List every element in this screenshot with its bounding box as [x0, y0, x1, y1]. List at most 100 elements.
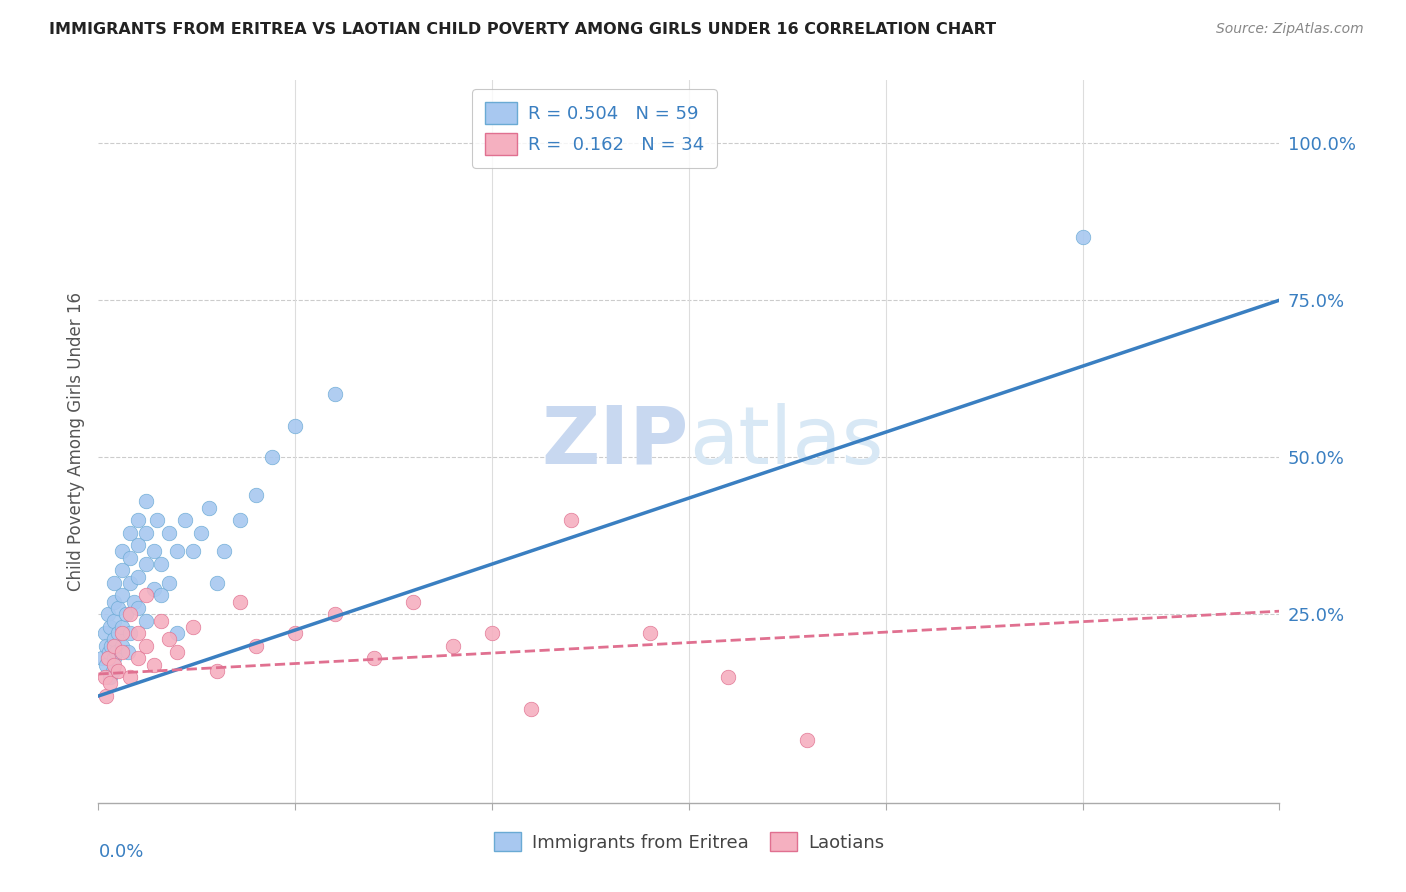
Point: [174, 513, 197, 527]
Point: [205, 575, 228, 590]
Point: [118, 607, 141, 622]
Point: [93, 626, 115, 640]
Point: [150, 589, 173, 603]
Point: [135, 557, 157, 571]
Point: [638, 626, 661, 640]
Point: [101, 664, 124, 678]
Point: [98, 670, 121, 684]
Point: [135, 525, 157, 540]
Point: [363, 651, 385, 665]
Point: [103, 639, 125, 653]
Point: [118, 550, 141, 565]
Point: [520, 701, 543, 715]
Point: [118, 670, 141, 684]
Point: [150, 614, 173, 628]
Point: [111, 620, 134, 634]
Point: [135, 614, 157, 628]
Point: [135, 589, 157, 603]
Point: [157, 525, 180, 540]
Point: [481, 626, 503, 640]
Point: [402, 595, 425, 609]
Point: [96, 689, 118, 703]
Point: [96, 657, 118, 672]
Point: [135, 639, 157, 653]
Point: [717, 670, 740, 684]
Point: [214, 544, 236, 558]
Point: [229, 595, 252, 609]
Point: [229, 513, 252, 527]
Point: [142, 582, 165, 597]
Text: atlas: atlas: [689, 402, 883, 481]
Point: [97, 607, 120, 622]
Point: [142, 544, 165, 558]
Point: [260, 450, 283, 465]
Point: [115, 607, 138, 622]
Point: [97, 645, 120, 659]
Point: [796, 733, 818, 747]
Point: [98, 620, 121, 634]
Point: [111, 589, 134, 603]
Point: [117, 645, 139, 659]
Point: [127, 538, 149, 552]
Point: [190, 525, 212, 540]
Point: [104, 645, 127, 659]
Point: [127, 569, 149, 583]
Point: [97, 651, 120, 665]
Point: [135, 494, 157, 508]
Point: [118, 525, 141, 540]
Point: [157, 575, 180, 590]
Text: IMMIGRANTS FROM ERITREA VS LAOTIAN CHILD POVERTY AMONG GIRLS UNDER 16 CORRELATIO: IMMIGRANTS FROM ERITREA VS LAOTIAN CHILD…: [49, 22, 997, 37]
Point: [560, 513, 582, 527]
Point: [127, 601, 149, 615]
Point: [111, 563, 134, 577]
Point: [98, 676, 121, 690]
Point: [111, 544, 134, 558]
Point: [103, 657, 125, 672]
Point: [91, 651, 114, 665]
Text: ZIP: ZIP: [541, 402, 689, 481]
Point: [103, 614, 125, 628]
Point: [245, 488, 267, 502]
Point: [93, 670, 115, 684]
Point: [181, 620, 204, 634]
Text: Source: ZipAtlas.com: Source: ZipAtlas.com: [1216, 22, 1364, 37]
Point: [103, 575, 125, 590]
Point: [118, 626, 141, 640]
Point: [323, 387, 346, 401]
Y-axis label: Child Poverty Among Girls Under 16: Child Poverty Among Girls Under 16: [66, 292, 84, 591]
Point: [146, 513, 169, 527]
Point: [245, 639, 267, 653]
Point: [96, 639, 118, 653]
Text: 0.0%: 0.0%: [98, 843, 143, 861]
Point: [103, 632, 125, 647]
Point: [166, 626, 188, 640]
Point: [181, 544, 204, 558]
Point: [323, 607, 346, 622]
Point: [111, 639, 134, 653]
Point: [1071, 230, 1094, 244]
Point: [142, 657, 165, 672]
Point: [127, 651, 149, 665]
Point: [111, 626, 134, 640]
Point: [157, 632, 180, 647]
Point: [205, 664, 228, 678]
Point: [166, 645, 188, 659]
Point: [107, 626, 129, 640]
Point: [284, 626, 307, 640]
Point: [111, 645, 134, 659]
Point: [107, 664, 129, 678]
Point: [118, 575, 141, 590]
Point: [122, 595, 145, 609]
Point: [103, 595, 125, 609]
Point: [100, 639, 122, 653]
Point: [127, 626, 149, 640]
Point: [166, 544, 188, 558]
Point: [127, 513, 149, 527]
Point: [284, 418, 307, 433]
Point: [441, 639, 464, 653]
Point: [197, 500, 219, 515]
Point: [107, 601, 129, 615]
Legend: Immigrants from Eritrea, Laotians: Immigrants from Eritrea, Laotians: [486, 824, 891, 859]
Point: [150, 557, 173, 571]
Point: [103, 651, 125, 665]
